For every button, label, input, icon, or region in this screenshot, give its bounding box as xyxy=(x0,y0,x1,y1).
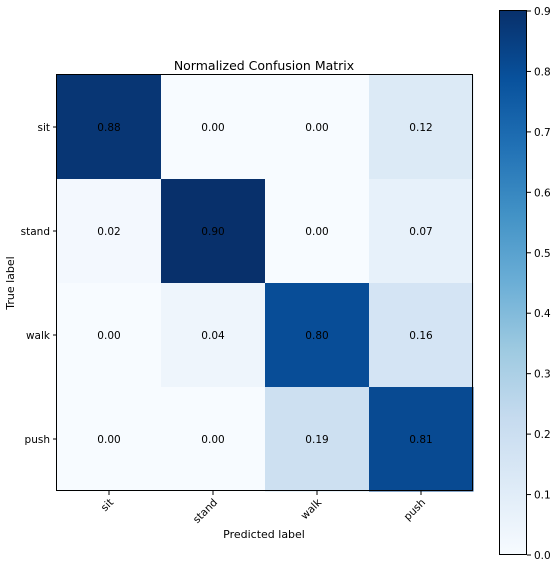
y-axis-label: True label xyxy=(4,256,17,310)
heatmap-cell xyxy=(369,75,474,180)
cell-value-label: 0.81 xyxy=(409,434,432,446)
colorbar-tick-label: 0.8 xyxy=(534,66,551,78)
x-tick-label: walk xyxy=(299,496,325,522)
y-tick-label: walk xyxy=(26,330,51,342)
cell-value-label: 0.00 xyxy=(201,434,224,446)
cell-value-label: 0.00 xyxy=(97,434,120,446)
chart-title: Normalized Confusion Matrix xyxy=(174,58,354,73)
heatmap-cell xyxy=(265,179,370,284)
heatmap-cell xyxy=(265,283,370,388)
heatmap-cells xyxy=(57,75,474,492)
cell-value-labels: 0.88 0.00 0.00 0.12 0.02 0.90 0.00 0.07 0.00 0.04… xyxy=(97,122,433,446)
heatmap-cell xyxy=(57,179,162,284)
colorbar-tick-label: 0.7 xyxy=(534,127,551,139)
heatmap-cell xyxy=(369,387,474,492)
x-axis-ticks: sit stand walk push xyxy=(99,491,428,526)
colorbar-tick-label: 0.3 xyxy=(534,369,551,381)
cell-value-label: 0.16 xyxy=(409,330,433,342)
colorbar-tick-label: 0.2 xyxy=(534,429,551,441)
colorbar-ticks: 0.0 0.1 0.2 0.3 0.4 0.5 0.6 0.7 0.8 0.9 xyxy=(527,6,551,562)
colorbar xyxy=(499,10,527,555)
heatmap-cell xyxy=(265,75,370,180)
y-tick-label: push xyxy=(25,434,50,446)
heatmap-cell xyxy=(161,75,266,180)
y-tick-label: sit xyxy=(37,122,50,134)
heatmap-cell xyxy=(57,283,162,388)
colorbar-tick-label: 0.5 xyxy=(534,248,551,260)
colorbar-tick-label: 0.0 xyxy=(534,550,551,562)
cell-value-label: 0.00 xyxy=(97,330,120,342)
heatmap-cell xyxy=(265,387,370,492)
cell-value-label: 0.04 xyxy=(201,330,225,342)
cell-value-label: 0.00 xyxy=(305,226,328,238)
cell-value-label: 0.88 xyxy=(97,122,120,134)
y-axis-ticks: sit stand walk push xyxy=(21,122,57,446)
heatmap-cell xyxy=(57,387,162,492)
cell-value-label: 0.07 xyxy=(409,226,432,238)
heatmap-cell xyxy=(161,179,266,284)
cell-value-label: 0.00 xyxy=(201,122,224,134)
cell-value-label: 0.12 xyxy=(409,122,432,134)
plot-frame xyxy=(56,74,473,491)
heatmap-cell xyxy=(369,179,474,284)
cell-value-label: 0.80 xyxy=(305,330,328,342)
cell-value-label: 0.19 xyxy=(305,434,328,446)
cell-value-label: 0.00 xyxy=(305,122,328,134)
heatmap-cell xyxy=(161,387,266,492)
heatmap-cell xyxy=(369,283,474,388)
colorbar-tick-label: 0.4 xyxy=(534,308,551,320)
heatmap-cell xyxy=(57,75,162,180)
x-tick-label: stand xyxy=(191,497,220,526)
x-tick-label: push xyxy=(402,497,428,523)
cell-value-label: 0.90 xyxy=(201,226,224,238)
cell-value-label: 0.02 xyxy=(97,226,120,238)
y-tick-label: stand xyxy=(21,226,50,238)
x-tick-label: sit xyxy=(99,497,116,514)
colorbar-tick-label: 0.9 xyxy=(534,6,551,18)
colorbar-tick-label: 0.1 xyxy=(534,490,551,502)
heatmap-cell xyxy=(161,283,266,388)
colorbar-tick-label: 0.6 xyxy=(534,187,551,199)
x-axis-label: Predicted label xyxy=(223,528,305,541)
